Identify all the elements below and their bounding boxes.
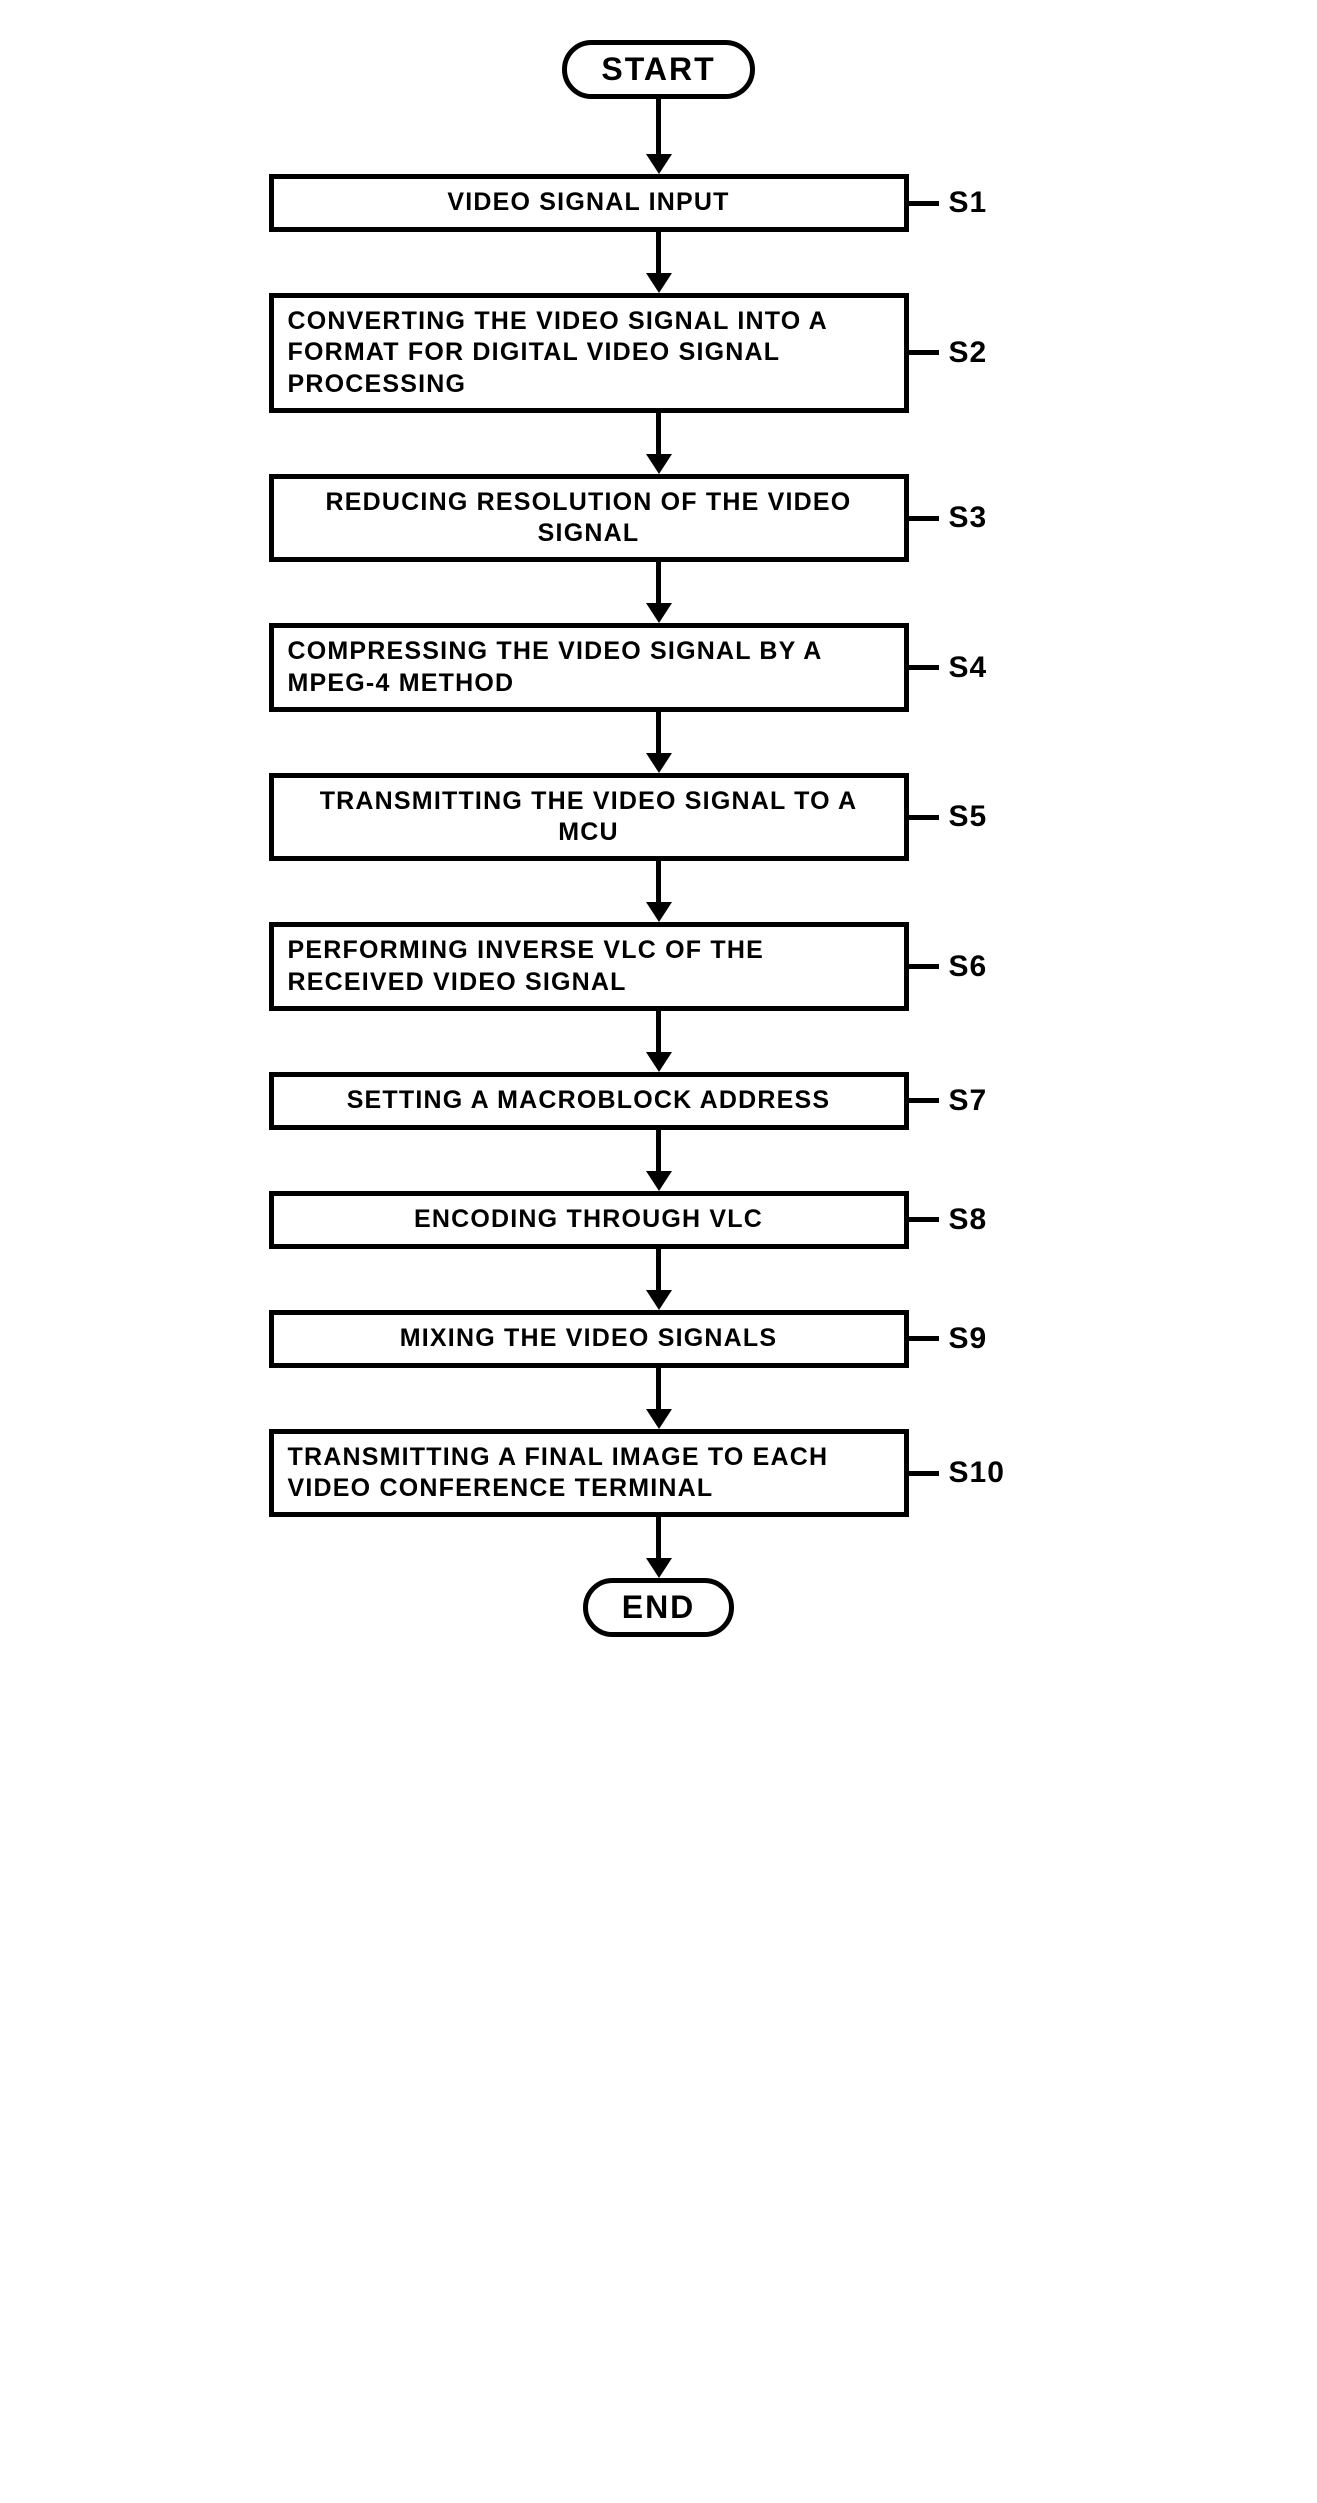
arrow <box>646 1368 672 1429</box>
step-box: ENCODING THROUGH VLC <box>269 1191 909 1249</box>
arrow <box>646 1517 672 1578</box>
step-label: S1 <box>949 186 988 220</box>
label-connector <box>909 350 939 355</box>
step-box: TRANSMITTING THE VIDEO SIGNAL TO A MCU <box>269 773 909 862</box>
step-box: COMPRESSING THE VIDEO SIGNAL BY A MPEG-4… <box>269 623 909 712</box>
step-label: S10 <box>949 1456 1005 1490</box>
step-label: S8 <box>949 1203 988 1237</box>
step-box: TRANSMITTING A FINAL IMAGE TO EACH VIDEO… <box>269 1429 909 1518</box>
label-connector <box>909 964 939 969</box>
label-connector <box>909 516 939 521</box>
label-connector <box>909 1098 939 1103</box>
arrow <box>646 562 672 623</box>
step-row: SETTING A MACROBLOCK ADDRESS S7 <box>269 1072 1049 1130</box>
step-label: S7 <box>949 1084 988 1118</box>
step-row: MIXING THE VIDEO SIGNALS S9 <box>269 1310 1049 1368</box>
start-terminal: START <box>562 40 754 99</box>
step-label: S6 <box>949 950 988 984</box>
step-row: PERFORMING INVERSE VLC OF THE RECEIVED V… <box>269 922 1049 1011</box>
step-row: VIDEO SIGNAL INPUT S1 <box>269 174 1049 232</box>
step-row: CONVERTING THE VIDEO SIGNAL INTO A FORMA… <box>269 293 1049 413</box>
label-connector <box>909 1336 939 1341</box>
step-box: REDUCING RESOLUTION OF THE VIDEO SIGNAL <box>269 474 909 563</box>
step-label: S3 <box>949 501 988 535</box>
label-connector <box>909 665 939 670</box>
arrow <box>646 99 672 174</box>
step-label: S5 <box>949 800 988 834</box>
step-box: SETTING A MACROBLOCK ADDRESS <box>269 1072 909 1130</box>
step-label: S9 <box>949 1322 988 1356</box>
arrow <box>646 712 672 773</box>
arrow <box>646 1011 672 1072</box>
label-connector <box>909 815 939 820</box>
flowchart: START VIDEO SIGNAL INPUT S1 CONVERTING THE… <box>269 40 1049 1637</box>
step-box: CONVERTING THE VIDEO SIGNAL INTO A FORMA… <box>269 293 909 413</box>
step-row: TRANSMITTING A FINAL IMAGE TO EACH VIDEO… <box>269 1429 1049 1518</box>
step-row: TRANSMITTING THE VIDEO SIGNAL TO A MCU S5 <box>269 773 1049 862</box>
arrow <box>646 861 672 922</box>
step-label: S2 <box>949 336 988 370</box>
step-row: ENCODING THROUGH VLC S8 <box>269 1191 1049 1249</box>
arrow <box>646 413 672 474</box>
step-row: REDUCING RESOLUTION OF THE VIDEO SIGNAL S… <box>269 474 1049 563</box>
step-label: S4 <box>949 651 988 685</box>
step-box: VIDEO SIGNAL INPUT <box>269 174 909 232</box>
label-connector <box>909 1471 939 1476</box>
end-terminal: END <box>583 1578 735 1637</box>
step-box: MIXING THE VIDEO SIGNALS <box>269 1310 909 1368</box>
label-connector <box>909 201 939 206</box>
step-row: COMPRESSING THE VIDEO SIGNAL BY A MPEG-4… <box>269 623 1049 712</box>
arrow <box>646 1130 672 1191</box>
arrow <box>646 232 672 293</box>
arrow <box>646 1249 672 1310</box>
step-box: PERFORMING INVERSE VLC OF THE RECEIVED V… <box>269 922 909 1011</box>
label-connector <box>909 1217 939 1222</box>
